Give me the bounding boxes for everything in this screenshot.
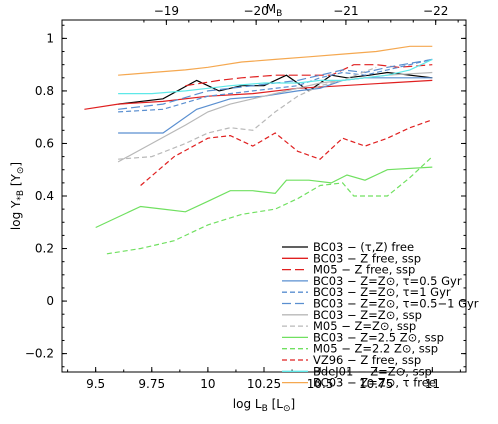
y-tick-label: 0.2 [35, 242, 54, 256]
x-tick-label: 10.25 [247, 377, 281, 391]
legend-label-9: BC03 − Z=2.5 Z⊙, ssp [313, 330, 444, 344]
legend-label-7: BC03 − Z=Z⊙, ssp [313, 308, 422, 322]
series-line-1 [118, 71, 433, 105]
legend-label-6: BC03 − Z=Z⊙, τ=0.5−1 Gyr [313, 297, 479, 311]
y-tick-label: 1 [46, 31, 54, 45]
legend-label-1: BC03 − (τ,Z) free [313, 240, 414, 254]
y-axis-title-unit-subscript: ⊙ [16, 167, 26, 175]
x-tick-label: 10.75 [359, 377, 393, 391]
legend-label-4: BC03 − Z=Z⊙, τ=0.5 Gyr [313, 274, 462, 288]
y-axis-title: log Υ*B [Υ⊙] [9, 162, 26, 230]
y-axis-title-main: log Υ [9, 200, 23, 230]
y-axis-title-unit-open: [Υ [9, 173, 23, 189]
legend-label-5: BC03 − Z=Z⊙, τ=1 Gyr [313, 285, 451, 299]
series-line-8 [118, 66, 377, 160]
y-axis-title-unit-close: ] [9, 162, 23, 167]
x-axis-title: log LB [L⊙] [233, 397, 295, 414]
x-axis-title-unit-subscript: ⊙ [283, 404, 291, 414]
series-line-13 [118, 45, 433, 76]
legend-label-12: BdeJ01 − Z=Z⊙, ssp [313, 364, 432, 378]
legend-label-13: BC03 − Z=Z⊙, τ free [313, 376, 436, 390]
top-tick-label: −19 [154, 4, 179, 18]
top-tick-label: −20 [243, 4, 268, 18]
series-line-3 [185, 64, 433, 87]
top-tick-label: −22 [423, 4, 448, 18]
series-line-10 [106, 156, 433, 255]
x-tick-label: 9.75 [138, 377, 165, 391]
legend-label-2: BC03 − Z free, ssp [313, 251, 421, 265]
top-axis-title-main: M [266, 2, 276, 16]
series-layer [84, 45, 433, 255]
series-line-12 [118, 58, 433, 95]
legend-label-10: M05 − Z=2.2 Z⊙, ssp [313, 342, 438, 356]
series-line-6 [118, 58, 433, 110]
x-axis-title-unit-open: [L [268, 397, 283, 411]
ticks-layer: 9.5 9.75 10 10.25 10.5 10.75 11 −0.2 0 0.2 0.4 0.6 0… [25, 4, 466, 391]
x-axis-title-main: log L [233, 397, 262, 411]
series-line-11 [140, 119, 433, 186]
x-tick-label: 11 [425, 377, 440, 391]
x-tick-label: 10.5 [307, 377, 334, 391]
series-line-2 [84, 79, 433, 110]
y-axis-title-subscript: *B [16, 190, 26, 201]
legend-label-11: VZ96 − Z free, ssp [313, 353, 421, 367]
top-axis-title: MB [266, 2, 283, 19]
top-axis-title-subscript: B [276, 9, 282, 19]
top-tick-label: −21 [333, 4, 358, 18]
y-tick-label: 0.8 [35, 84, 54, 98]
x-tick-label: 10 [200, 377, 215, 391]
x-tick-label: 9.5 [86, 377, 105, 391]
series-line-4 [118, 77, 433, 134]
series-line-9 [95, 166, 433, 229]
y-tick-label: −0.2 [25, 347, 54, 361]
legend-label-3: M05 − Z free, ssp [313, 263, 415, 277]
x-axis-title-unit-close: ] [291, 397, 296, 411]
y-tick-label: 0.6 [35, 136, 54, 150]
x-axis-title-subscript: B [262, 404, 268, 414]
y-tick-label: 0 [46, 294, 54, 308]
y-tick-label: 0.4 [35, 189, 54, 203]
legend-label-8: M05 − Z=Z⊙, ssp [313, 319, 416, 333]
